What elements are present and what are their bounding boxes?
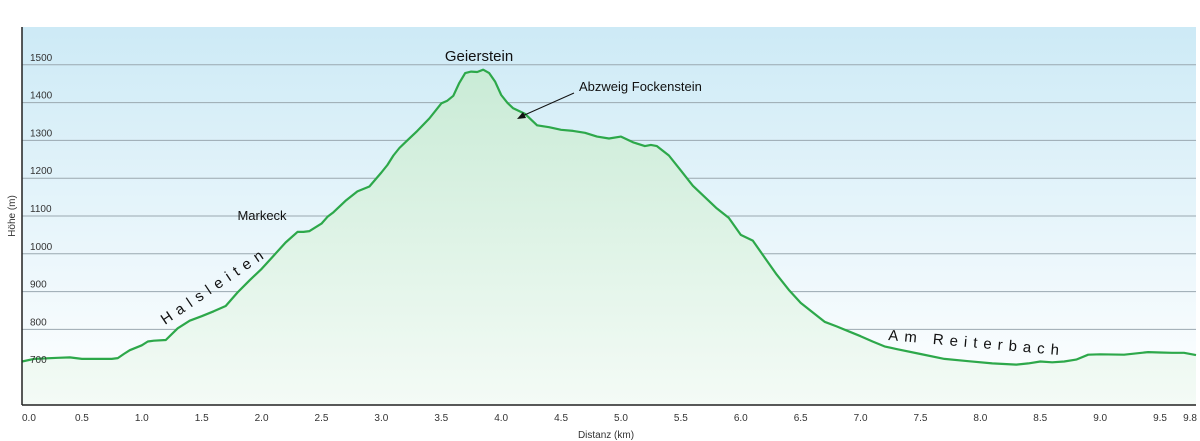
x-tick-label: 2.0: [255, 413, 269, 424]
y-tick-label: 1500: [30, 53, 53, 64]
x-tick-label: 7.0: [854, 413, 868, 424]
x-tick-label: 0.5: [75, 413, 89, 424]
y-tick-label: 1400: [30, 91, 53, 102]
y-tick-label: 1300: [30, 128, 53, 139]
x-tick-labels: 0.0 0.5 1.0 1.5 2.0 2.5 3.0 3.5 4.0 4.5 5.0 5.5 6.0 6…: [22, 413, 1197, 424]
y-tick-labels: 700 800 900 1000 1100 1200 1300 1400 1500: [30, 53, 53, 366]
annotation-markeck: Markeck: [237, 208, 287, 223]
y-tick-label: 800: [30, 317, 47, 328]
y-tick-label: 1200: [30, 166, 53, 177]
annotation-geierstein: Geierstein: [445, 48, 513, 65]
x-tick-label: 9.8: [1183, 413, 1197, 424]
x-tick-label: 3.5: [434, 413, 448, 424]
x-tick-label: 8.0: [973, 413, 987, 424]
x-tick-label: 1.5: [195, 413, 209, 424]
x-tick-label: 7.5: [914, 413, 928, 424]
x-tick-label: 5.0: [614, 413, 628, 424]
elevation-line: [21, 68, 1197, 366]
arrow-icon: [517, 92, 575, 119]
x-tick-label: 4.5: [554, 413, 568, 424]
x-axis-label: Distanz (km): [578, 430, 634, 441]
x-tick-label: 1.0: [135, 413, 149, 424]
x-tick-label: 6.5: [794, 413, 808, 424]
x-tick-label: 3.0: [374, 413, 388, 424]
x-tick-label: 0.0: [22, 413, 36, 424]
y-tick-label: 700: [30, 355, 47, 366]
elevation-area: [22, 69, 1196, 405]
x-tick-label: 9.5: [1153, 413, 1167, 424]
annotation-abzweig: Abzweig Fockenstein: [579, 79, 702, 94]
x-tick-label: 5.5: [674, 413, 688, 424]
y-axis-label: Höhe (m): [7, 195, 18, 237]
y-tick-label: 1000: [30, 242, 53, 253]
x-tick-label: 8.5: [1033, 413, 1047, 424]
x-tick-label: 4.0: [494, 413, 508, 424]
x-tick-label: 6.0: [734, 413, 748, 424]
x-tick-label: 2.5: [315, 413, 329, 424]
x-tick-label: 9.0: [1093, 413, 1107, 424]
y-tick-label: 1100: [30, 204, 52, 215]
y-tick-label: 900: [30, 280, 47, 291]
